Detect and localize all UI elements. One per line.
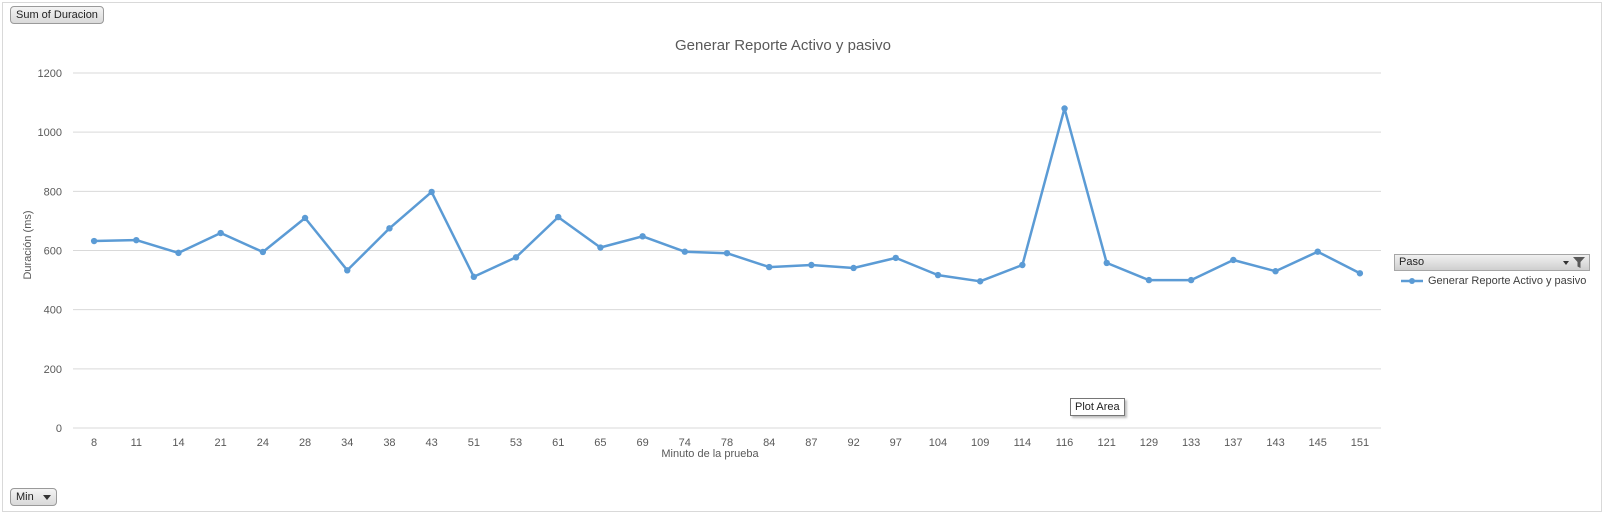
- x-tick-label: 109: [971, 437, 989, 449]
- data-point[interactable]: [892, 254, 899, 262]
- x-tick-label: 74: [679, 437, 691, 449]
- filter-icon[interactable]: [1572, 256, 1586, 269]
- x-tick-label: 11: [131, 437, 142, 449]
- x-tick-label: 53: [510, 437, 522, 449]
- x-tick-label: 24: [257, 437, 269, 449]
- chart-title: Generar Reporte Activo y pasivo: [675, 37, 891, 54]
- plot-area-tooltip: Plot Area: [1070, 398, 1125, 416]
- data-point[interactable]: [934, 271, 942, 279]
- data-point[interactable]: [850, 264, 857, 272]
- y-tick-label: 1200: [38, 68, 62, 80]
- data-point[interactable]: [175, 249, 182, 257]
- data-point[interactable]: [90, 237, 98, 245]
- data-point[interactable]: [1314, 248, 1321, 255]
- axis-field-label: Min: [16, 491, 34, 503]
- x-tick-label: 116: [1056, 437, 1074, 449]
- data-point[interactable]: [723, 249, 731, 257]
- x-tick-label: 145: [1309, 437, 1327, 449]
- x-tick-label: 121: [1098, 437, 1116, 449]
- x-tick-label: 87: [805, 437, 817, 449]
- axis-field-button[interactable]: Min: [10, 488, 57, 506]
- data-point[interactable]: [1272, 268, 1279, 275]
- x-tick-label: 133: [1182, 437, 1200, 449]
- chevron-down-icon[interactable]: [42, 495, 51, 500]
- x-axis-label: Minuto de la prueba: [661, 448, 759, 460]
- legend-swatch: [1401, 278, 1423, 284]
- data-point[interactable]: [428, 188, 435, 196]
- data-point[interactable]: [259, 248, 267, 256]
- data-point[interactable]: [386, 225, 393, 232]
- y-tick-label: 800: [44, 186, 62, 198]
- data-point[interactable]: [470, 273, 478, 281]
- x-tick-label: 14: [172, 437, 184, 449]
- x-tick-label: 104: [929, 437, 947, 449]
- data-point[interactable]: [512, 254, 520, 261]
- x-tick-labels: 8 11 14 21 24 28 34 38 43 51 53 61 65 69 74 78 84 87 92 97 1…: [91, 437, 1369, 449]
- data-point[interactable]: [1187, 276, 1195, 284]
- x-tick-label: 143: [1266, 437, 1284, 449]
- x-tick-label: 137: [1224, 437, 1242, 449]
- legend-label: Generar Reporte Activo y pasivo: [1428, 275, 1587, 287]
- data-point[interactable]: [133, 236, 140, 244]
- data-point[interactable]: [597, 244, 604, 251]
- gridlines: [73, 72, 1381, 429]
- x-tick-label: 69: [636, 437, 648, 449]
- data-point[interactable]: [1356, 270, 1364, 277]
- x-tick-label: 151: [1351, 437, 1369, 449]
- x-tick-label: 34: [341, 437, 353, 449]
- y-tick-label: 200: [44, 364, 62, 376]
- x-tick-label: 21: [215, 437, 227, 449]
- data-point[interactable]: [808, 261, 815, 269]
- data-point[interactable]: [217, 229, 224, 237]
- y-tick-label: 600: [44, 246, 62, 258]
- data-point[interactable]: [976, 278, 984, 285]
- data-point[interactable]: [681, 248, 689, 255]
- y-axis-label: Duración (ms): [22, 210, 34, 279]
- data-point[interactable]: [301, 214, 309, 222]
- data-point[interactable]: [1061, 105, 1068, 112]
- chevron-down-icon[interactable]: [1563, 261, 1569, 265]
- data-point[interactable]: [1230, 256, 1237, 264]
- x-tick-label: 129: [1140, 437, 1158, 449]
- x-tick-label: 61: [552, 437, 564, 449]
- legend-field-label: Paso: [1399, 256, 1425, 268]
- data-point[interactable]: [1145, 276, 1153, 284]
- data-point[interactable]: [344, 267, 351, 274]
- data-point[interactable]: [1019, 261, 1026, 269]
- y-tick-label: 1000: [38, 127, 62, 139]
- x-tick-label: 84: [763, 437, 775, 449]
- y-tick-labels: 0 200 400 600 800 1000 1200: [38, 68, 62, 435]
- data-point[interactable]: [639, 233, 646, 240]
- value-field-button[interactable]: Sum of Duracion: [10, 6, 104, 24]
- data-point[interactable]: [765, 263, 773, 271]
- data-point[interactable]: [1103, 259, 1110, 267]
- x-tick-label: 8: [91, 437, 97, 449]
- x-tick-label: 114: [1014, 437, 1032, 449]
- x-tick-label: 38: [383, 437, 395, 449]
- x-tick-label: 43: [426, 437, 438, 449]
- x-tick-label: 51: [468, 437, 480, 449]
- x-tick-label: 28: [299, 437, 311, 449]
- x-tick-label: 65: [594, 437, 606, 449]
- x-tick-label: 92: [847, 437, 859, 449]
- y-tick-label: 0: [56, 423, 62, 435]
- legend-field-button[interactable]: Paso: [1394, 254, 1590, 271]
- series-group[interactable]: [90, 105, 1364, 285]
- y-tick-label: 400: [44, 305, 62, 317]
- x-tick-label: 97: [890, 437, 902, 449]
- x-tick-label: 78: [721, 437, 733, 449]
- data-point[interactable]: [555, 213, 562, 221]
